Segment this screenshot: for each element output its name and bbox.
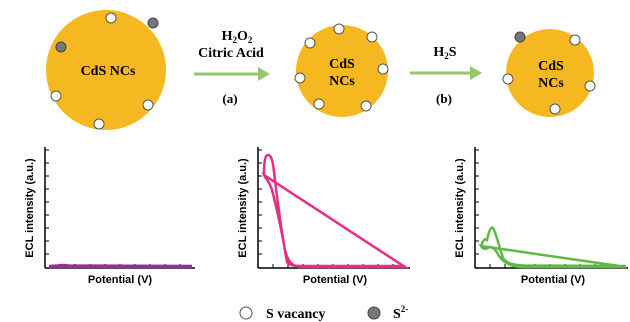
nanocrystal-left-body bbox=[46, 10, 166, 130]
plot-b: ECL intensity (a.u.) Potential (V) bbox=[237, 147, 410, 286]
vacancy-dot bbox=[569, 34, 581, 46]
reagent-h2o2: H2O2 bbox=[222, 29, 253, 45]
plot-a-ylabel: ECL intensity (a.u.) bbox=[24, 158, 36, 258]
sulfide-dot bbox=[55, 41, 67, 53]
plot-c-ecl-curve bbox=[478, 226, 627, 269]
arrow-step-a: H2O2 Citric Acid (a) bbox=[194, 29, 270, 106]
step-label-a: (a) bbox=[222, 91, 237, 106]
sulfide-dot bbox=[147, 17, 159, 29]
nanocrystal-right-body bbox=[506, 29, 594, 117]
plot-a-xlabel: Potential (V) bbox=[88, 274, 153, 286]
step-label-b: (b) bbox=[436, 91, 452, 106]
vacancy-dot bbox=[333, 23, 345, 35]
vacancy-dot bbox=[142, 99, 154, 111]
plot-b-y-ticks bbox=[258, 149, 262, 255]
arrow-step-b: H2S (b) bbox=[410, 45, 482, 106]
vacancy-dot bbox=[502, 73, 514, 85]
vacancy-dot bbox=[304, 37, 316, 49]
plot-b-ylabel: ECL intensity (a.u.) bbox=[237, 158, 249, 258]
plot-a-y-ticks bbox=[45, 149, 49, 255]
vacancy-dot bbox=[366, 31, 378, 43]
legend-sulfide-label: S2- bbox=[393, 304, 408, 322]
nanocrystal-right: CdS NCs bbox=[502, 29, 596, 117]
vacancy-dot bbox=[377, 63, 389, 75]
nanocrystal-right-label-2: NCs bbox=[538, 76, 564, 91]
plot-c-xlabel: Potential (V) bbox=[521, 274, 586, 286]
vacancy-dot bbox=[93, 118, 105, 130]
vacancy-dot bbox=[105, 12, 117, 24]
vacancy-dot bbox=[549, 103, 561, 115]
nanocrystal-middle-label-2: NCs bbox=[329, 74, 355, 89]
legend: S vacancy S2- bbox=[239, 304, 408, 322]
legend-vacancy-icon bbox=[239, 306, 253, 320]
vacancy-dot bbox=[360, 100, 372, 112]
nanocrystal-left-label: CdS NCs bbox=[81, 64, 136, 79]
sulfide-dot bbox=[514, 31, 526, 43]
vacancy-dot bbox=[313, 98, 325, 110]
vacancy-dot bbox=[294, 72, 306, 84]
plot-b-ecl-curve bbox=[261, 153, 410, 269]
plot-a-ecl-curve bbox=[48, 263, 193, 269]
reagent-citric-acid: Citric Acid bbox=[198, 46, 264, 61]
legend-vacancy-label: S vacancy bbox=[266, 307, 326, 322]
arrow-b-head bbox=[470, 66, 482, 80]
vacancy-dot bbox=[50, 90, 62, 102]
vacancy-dot bbox=[584, 80, 596, 92]
nanocrystal-middle-label-1: CdS bbox=[329, 57, 355, 72]
nanocrystal-right-label-1: CdS bbox=[538, 59, 564, 74]
plot-c-y-ticks bbox=[475, 149, 479, 255]
nanocrystal-middle: CdS NCs bbox=[294, 23, 389, 117]
legend-sulfide-icon bbox=[367, 306, 381, 320]
reagent-h2s: H2S bbox=[433, 45, 456, 61]
nanocrystal-left: CdS NCs bbox=[46, 10, 166, 130]
plot-b-xlabel: Potential (V) bbox=[303, 274, 368, 286]
plot-c-ylabel: ECL intensity (a.u.) bbox=[454, 158, 466, 258]
plot-c: ECL intensity (a.u.) Potential (V) bbox=[454, 147, 628, 286]
plot-a: ECL intensity (a.u.) Potential (V) bbox=[24, 147, 195, 286]
arrow-a-head bbox=[258, 67, 270, 81]
nanocrystal-middle-body bbox=[296, 25, 388, 117]
